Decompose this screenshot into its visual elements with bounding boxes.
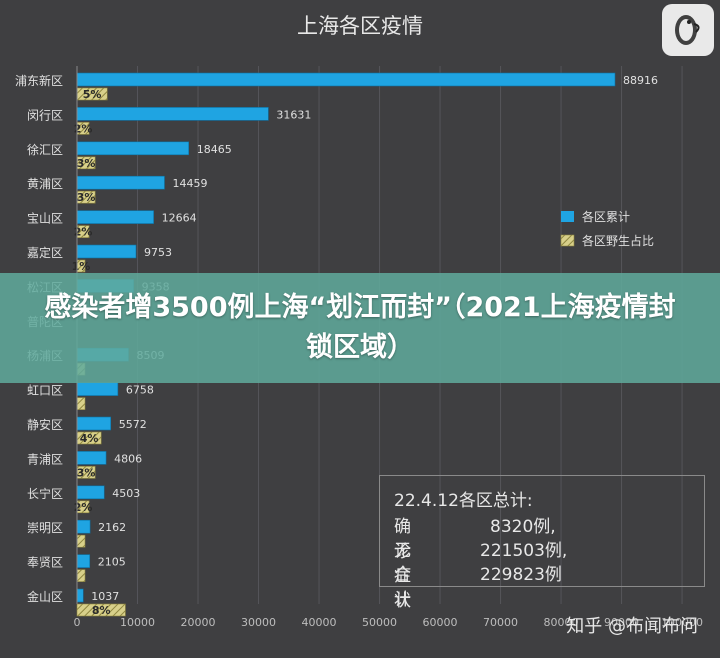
data-label-wild-ratio: 2% bbox=[74, 226, 93, 239]
data-label-cumulative: 14459 bbox=[172, 177, 207, 190]
data-label-cumulative: 18465 bbox=[197, 143, 232, 156]
bar-cumulative bbox=[76, 485, 105, 500]
data-label-wild-ratio: 5% bbox=[83, 88, 102, 101]
category-label: 金山区 bbox=[27, 589, 63, 604]
bar-wild-ratio bbox=[76, 569, 86, 582]
bar-wild-ratio bbox=[76, 603, 126, 617]
category-label: 崇明区 bbox=[27, 521, 63, 535]
category-label: 长宁区 bbox=[27, 486, 63, 501]
category-label: 静安区 bbox=[27, 417, 63, 432]
legend-label-wild-ratio: 各区野生占比 bbox=[582, 233, 654, 248]
category-label: 虹口区 bbox=[27, 384, 63, 398]
overlay-title-banner: 感染者增3500例上海“划江而封”（2021上海疫情封锁区域） bbox=[0, 273, 720, 383]
bar-cumulative bbox=[76, 382, 119, 396]
summary-label: 确诊 bbox=[394, 517, 411, 562]
parrot-logo-icon bbox=[662, 4, 714, 56]
data-label-cumulative: 2105 bbox=[98, 556, 126, 569]
category-label: 青浦区 bbox=[27, 452, 63, 466]
data-label-cumulative: 88916 bbox=[623, 74, 658, 87]
x-tick-label: 50000 bbox=[362, 616, 397, 629]
data-label-wild-ratio: 3% bbox=[77, 157, 96, 170]
data-label-cumulative: 4806 bbox=[114, 452, 142, 465]
data-label-cumulative: 2162 bbox=[98, 521, 126, 534]
bar-cumulative bbox=[76, 72, 616, 87]
summary-label: 合计 bbox=[394, 565, 411, 610]
data-label-wild-ratio: 2% bbox=[74, 122, 93, 135]
data-label-cumulative: 6758 bbox=[126, 384, 154, 397]
bar-cumulative bbox=[76, 519, 91, 534]
category-label: 嘉定区 bbox=[27, 245, 63, 260]
category-label: 浦东新区 bbox=[15, 73, 63, 88]
data-label-wild-ratio: 3% bbox=[77, 191, 96, 204]
category-label: 黄浦区 bbox=[27, 177, 63, 191]
summary-value: 229823例 bbox=[480, 565, 562, 585]
watermark: 知乎 @布闻布问 bbox=[566, 616, 698, 637]
summary-box: 22.4.12各区总计: 确诊 8320例, 无症状 221503例, 合计 2… bbox=[379, 475, 705, 611]
bar-cumulative bbox=[76, 244, 137, 259]
bar-cumulative bbox=[76, 107, 269, 121]
bar-cumulative bbox=[76, 141, 190, 156]
category-label: 宝山区 bbox=[27, 212, 63, 226]
category-label: 闵行区 bbox=[27, 107, 63, 122]
data-label-wild-ratio: 4% bbox=[80, 432, 99, 445]
summary-label: 无症状 bbox=[394, 541, 411, 611]
bar-wild-ratio bbox=[76, 534, 86, 548]
data-label-wild-ratio: 1% bbox=[72, 260, 91, 273]
data-label-cumulative: 31631 bbox=[276, 108, 311, 121]
data-label-cumulative: 4503 bbox=[112, 487, 140, 500]
data-label-wild-ratio: 8% bbox=[92, 604, 111, 617]
summary-title: 22.4.12各区总计: bbox=[394, 491, 533, 511]
x-tick-label: 80000 bbox=[544, 616, 579, 629]
chart-title: 上海各区疫情 bbox=[297, 14, 423, 38]
x-tick-label: 70000 bbox=[483, 616, 518, 629]
data-label-cumulative: 9753 bbox=[144, 246, 172, 259]
legend-swatch-cumulative bbox=[561, 211, 574, 222]
bar-cumulative bbox=[76, 451, 107, 465]
data-label-cumulative: 5572 bbox=[119, 418, 147, 431]
legend-label-cumulative: 各区累计 bbox=[582, 209, 630, 224]
bar-cumulative bbox=[76, 588, 84, 603]
data-label-wild-ratio: 2% bbox=[74, 501, 93, 514]
bar-wild-ratio bbox=[76, 397, 86, 410]
x-tick-label: 0 bbox=[74, 616, 81, 629]
data-label-wild-ratio: 3% bbox=[77, 466, 96, 479]
data-label-cumulative: 12664 bbox=[162, 212, 197, 225]
x-tick-label: 20000 bbox=[181, 616, 216, 629]
bar-cumulative bbox=[76, 210, 154, 224]
x-tick-label: 40000 bbox=[302, 616, 337, 629]
x-tick-label: 90000 bbox=[604, 616, 639, 629]
legend-swatch-wild-ratio bbox=[560, 234, 575, 247]
x-tick-label: 10000 bbox=[120, 616, 155, 629]
overlay-title: 感染者增3500例上海“划江而封”（2021上海疫情封锁区域） bbox=[44, 292, 676, 363]
bar-cumulative bbox=[76, 554, 91, 568]
x-tick-label: 30000 bbox=[241, 616, 276, 629]
category-label: 奉贤区 bbox=[27, 556, 63, 570]
x-tick-label: 60000 bbox=[423, 616, 458, 629]
x-tick-label: 100000 bbox=[661, 616, 703, 629]
summary-value: 221503例, bbox=[480, 541, 568, 561]
bar-cumulative bbox=[76, 416, 112, 431]
data-label-cumulative: 1037 bbox=[91, 590, 119, 603]
category-label: 徐汇区 bbox=[27, 142, 63, 157]
bar-cumulative bbox=[76, 175, 165, 190]
summary-value: 8320例, bbox=[490, 517, 556, 537]
